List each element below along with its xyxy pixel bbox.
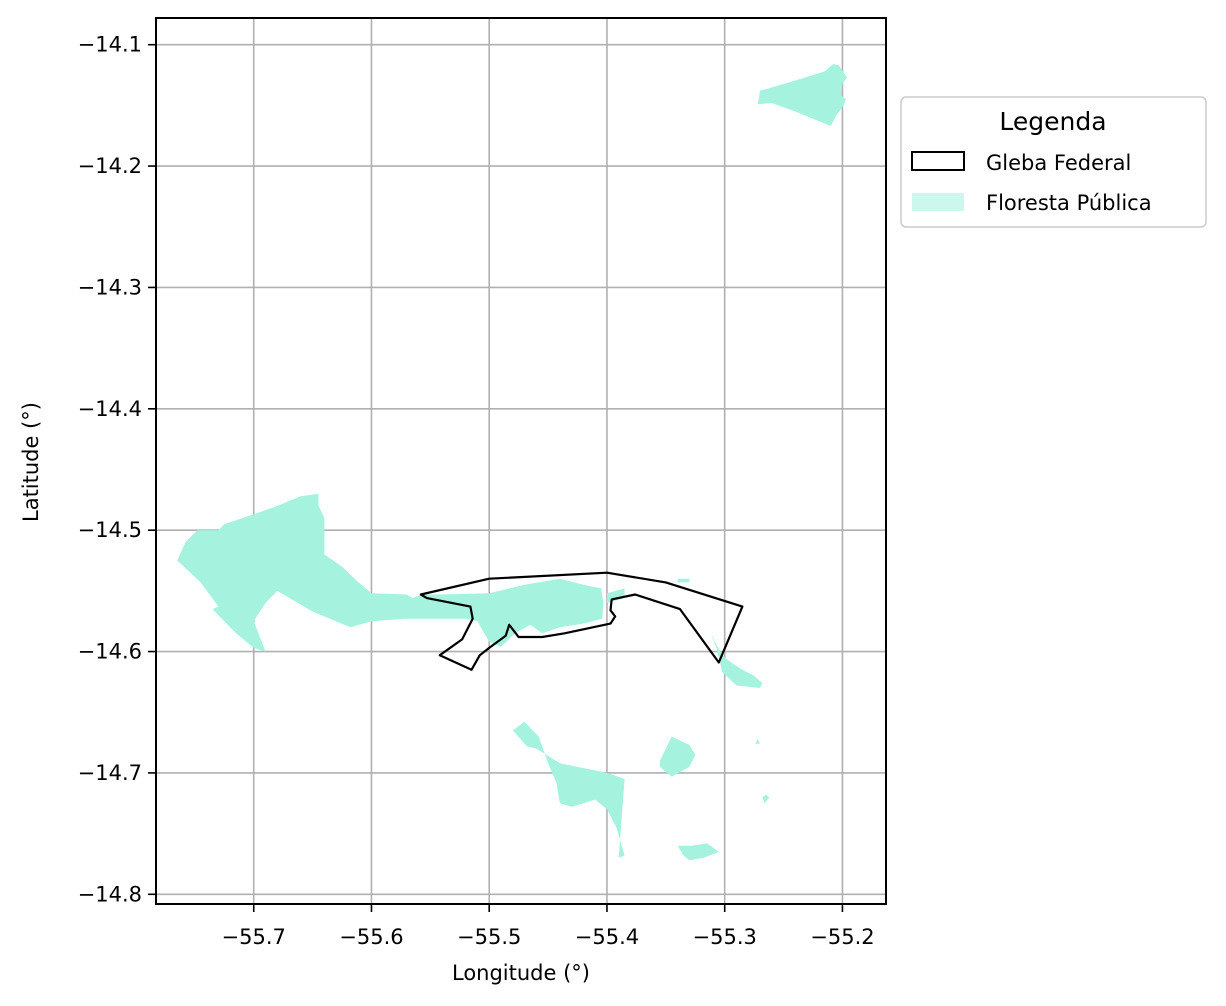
- legend-label-floresta-publica: Floresta Pública: [986, 191, 1152, 215]
- legend-title: Legenda: [999, 107, 1106, 136]
- grid-lines: [156, 18, 886, 904]
- y-tick-label: −14.7: [78, 761, 142, 785]
- y-axis-label: Latitude (°): [19, 402, 43, 522]
- legend-label-gleba-federal: Gleba Federal: [986, 151, 1131, 175]
- gleba-federal-layer: [419, 571, 744, 671]
- floresta-publica-polygon: [607, 588, 625, 603]
- y-tick-label: −14.5: [78, 518, 142, 542]
- legend-swatch-floresta-publica: [912, 193, 964, 211]
- y-tick-label: −14.2: [78, 154, 142, 178]
- x-tick-label: −55.4: [575, 925, 639, 949]
- y-axis-ticks: −14.1 −14.2 −14.3 −14.4 −14.5 −14.6 −14.7 −14.8: [78, 33, 156, 906]
- floresta-publica-polygon: [512, 721, 625, 858]
- x-tick-label: −55.5: [457, 925, 521, 949]
- floresta-publica-layer: [177, 64, 848, 861]
- floresta-publica-polygon: [762, 794, 770, 804]
- gleba-federal-polygon: [419, 571, 744, 671]
- floresta-publica-polygon: [677, 578, 690, 583]
- x-tick-label: −55.3: [693, 925, 757, 949]
- x-tick-label: −55.6: [339, 925, 403, 949]
- legend-box: [900, 96, 1207, 228]
- floresta-publica-polygon: [755, 738, 760, 744]
- plot-frame: [155, 17, 887, 905]
- floresta-publica-polygon: [710, 633, 763, 688]
- x-tick-label: −55.7: [222, 925, 286, 949]
- y-tick-label: −14.4: [78, 397, 142, 421]
- floresta-publica-polygon: [757, 64, 848, 126]
- floresta-publica-polygon: [177, 493, 604, 652]
- legend: Legenda Gleba Federal Floresta Pública: [900, 96, 1207, 228]
- y-tick-label: −14.6: [78, 640, 142, 664]
- legend-swatch-gleba-federal: [911, 151, 965, 171]
- floresta-publica-polygon: [677, 843, 719, 861]
- floresta-publica-polygon: [659, 736, 696, 777]
- y-tick-label: −14.1: [78, 33, 142, 57]
- x-tick-label: −55.2: [810, 925, 874, 949]
- x-axis-ticks: −55.7 −55.6 −55.5 −55.4 −55.3 −55.2: [222, 904, 875, 949]
- y-tick-label: −14.3: [78, 275, 142, 299]
- plot-area: [155, 17, 887, 905]
- x-axis-label: Longitude (°): [452, 961, 590, 985]
- y-tick-label: −14.8: [78, 882, 142, 906]
